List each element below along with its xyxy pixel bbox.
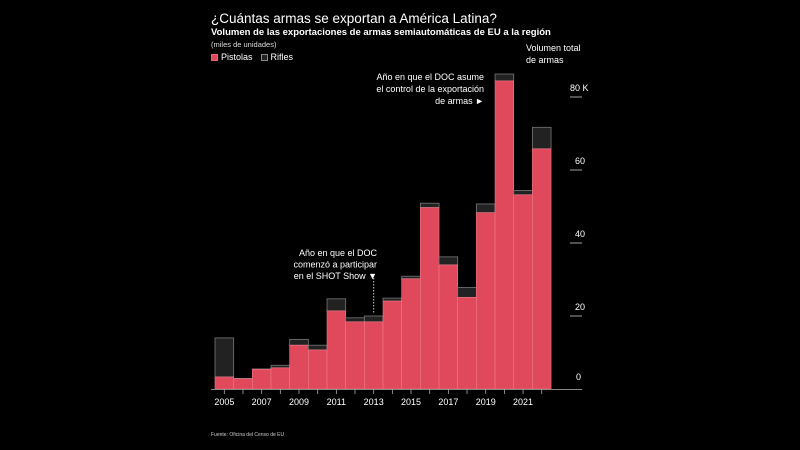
bar-pistolas — [270, 367, 290, 390]
bar-rifles — [531, 126, 552, 150]
bar-rifles — [289, 338, 309, 346]
bar-rifles — [494, 73, 515, 82]
bar-pistolas — [233, 378, 253, 390]
bar-rifles — [475, 203, 496, 214]
y-tick-label: 40 — [575, 229, 585, 239]
bar-rifles — [363, 315, 384, 323]
bar-pistolas — [476, 212, 496, 390]
bar-pistolas — [513, 194, 533, 390]
chart-units: (miles de unidades) — [211, 40, 277, 49]
x-tick-label: 2021 — [513, 397, 533, 407]
y-tick-label: 60 — [575, 156, 585, 166]
legend-swatch-pistolas — [211, 53, 218, 61]
bar-rifles — [419, 202, 440, 208]
bar-pistolas — [364, 321, 384, 390]
bar-rifles — [270, 364, 291, 369]
bar-pistolas — [214, 376, 234, 390]
y-tick-label: 20 — [575, 302, 585, 312]
bar-rifles — [307, 344, 328, 351]
bar-pistolas — [382, 300, 402, 390]
y-axis-title: Volumen total de armas — [526, 42, 581, 66]
bar-pistolas — [345, 321, 365, 390]
legend-item-rifles: Rifles — [260, 52, 294, 62]
bar-rifles — [513, 190, 533, 196]
legend-swatch-rifles — [260, 53, 268, 61]
bar-rifles — [345, 317, 365, 323]
annotation-doc-control-line: de armas ► — [435, 96, 484, 106]
bar-rifles — [401, 275, 421, 280]
chart-title: ¿Cuántas armas se exportan a América Lat… — [211, 11, 497, 26]
y-axis-title-line: de armas — [526, 55, 564, 65]
bar-pistolas — [252, 368, 272, 390]
x-tick-label: 2019 — [476, 397, 496, 407]
chart-subtitle: Volumen de las exportaciones de armas se… — [211, 27, 551, 38]
x-tick-label: 2015 — [401, 397, 421, 407]
legend-item-pistolas: Pistolas — [211, 52, 253, 62]
annotation-shot-show-line: en el SHOT Show ▼ — [294, 271, 377, 281]
bar-pistolas — [420, 207, 440, 390]
annotation-doc-control-line: Año en que el DOC asume — [376, 72, 484, 82]
bar-rifles — [214, 337, 235, 378]
bar-pistolas — [457, 297, 477, 390]
bar-pistolas — [326, 310, 346, 390]
legend-label-rifles: Rifles — [270, 52, 294, 62]
bar-rifles — [457, 287, 477, 298]
x-tick-label: 2009 — [289, 397, 309, 407]
source-note: Fuente: Oficina del Censo de EU — [211, 432, 285, 438]
annotation-doc-control-line: el control de la exportación — [376, 84, 484, 94]
x-tick-label: 2011 — [327, 397, 346, 407]
bar-rifles — [382, 297, 403, 302]
annotation-shot-show-line: comenzó a participar — [293, 260, 377, 270]
y-axis-title-line: Volumen total — [526, 43, 581, 53]
bar-pistolas — [494, 80, 515, 390]
legend: Pistolas Rifles — [211, 52, 301, 62]
annotation-shot-show-line: Año en que el DOC — [299, 248, 378, 258]
bar-pistolas — [532, 148, 552, 390]
x-tick-label: 2007 — [252, 397, 272, 407]
bar-pistolas — [401, 278, 421, 390]
x-tick-label: 2005 — [214, 397, 234, 407]
bar-pistolas — [289, 344, 309, 390]
x-tick-label: 2013 — [364, 397, 384, 407]
bar-rifles — [326, 298, 347, 312]
y-tick-label: 0 — [576, 372, 581, 382]
y-tick-label: 80 K — [570, 83, 589, 93]
bar-pistolas — [308, 349, 328, 390]
x-tick-label: 2017 — [438, 397, 458, 407]
legend-label-pistolas: Pistolas — [221, 52, 253, 62]
bar-rifles — [438, 256, 459, 266]
bar-pistolas — [438, 264, 459, 390]
